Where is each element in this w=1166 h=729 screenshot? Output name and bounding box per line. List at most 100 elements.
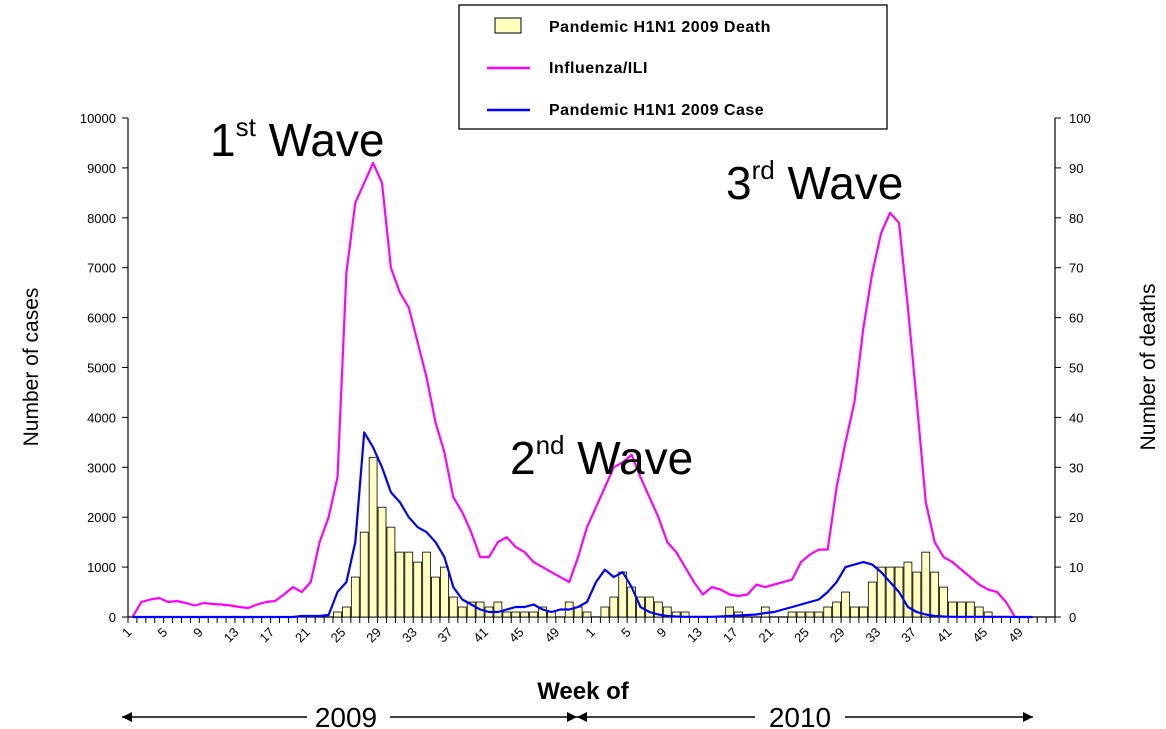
legend-label-death: Pandemic H1N1 2009 Death	[549, 19, 771, 36]
right-tick-label: 60	[1069, 311, 1083, 326]
death-bar	[939, 586, 948, 618]
x-axis-title: Week of	[537, 678, 630, 705]
x-axis-ticks: 1 5 9 13 17 21 25 29 33 37 41 45 49 1 5 9 13 17 21 25 29 33 37…	[119, 617, 1056, 646]
death-bar	[948, 601, 957, 618]
x-tick-label: 9	[654, 625, 670, 641]
right-axis-ticks: 0 10 20 30 40 50 60 70 80 90 100	[1055, 111, 1091, 625]
x-tick-label: 1	[582, 625, 598, 641]
case-line	[132, 431, 1033, 619]
x-tick-label: 13	[221, 625, 242, 646]
death-bar	[823, 606, 833, 618]
death-bar	[609, 596, 619, 618]
death-bar	[502, 611, 512, 618]
right-tick-label: 80	[1069, 211, 1083, 226]
death-bar	[965, 601, 975, 618]
wave-label-2: 2nd Wave	[510, 430, 693, 484]
left-tick-label: 6000	[87, 311, 116, 326]
x-tick-label: 13	[684, 625, 705, 646]
left-axis-ticks: 0 1000 2000 3000 4000 5000 6000 7000 8000 9000 100…	[80, 111, 128, 625]
death-bar	[448, 596, 458, 618]
left-tick-label: 0	[109, 610, 116, 625]
left-axis-title: Number of cases	[20, 288, 43, 447]
death-bar	[885, 566, 895, 618]
x-tick-label: 21	[756, 625, 777, 646]
death-bar	[404, 551, 414, 618]
left-tick-label: 8000	[87, 211, 116, 226]
death-bar	[395, 551, 405, 618]
wave-label-1: 1st Wave	[210, 112, 384, 166]
right-tick-label: 90	[1069, 161, 1083, 176]
left-tick-label: 2000	[87, 510, 116, 525]
death-bar	[386, 526, 396, 618]
death-bar	[368, 456, 378, 618]
legend-box	[458, 4, 888, 130]
legend-label-ili: Influenza/ILI	[549, 60, 648, 77]
x-tick-label: 9	[190, 625, 206, 641]
death-bar	[921, 551, 931, 618]
death-bar	[466, 601, 476, 618]
death-bar	[859, 606, 868, 618]
death-bar	[520, 611, 530, 618]
legend-swatch-death	[494, 17, 522, 34]
death-bar	[457, 606, 467, 618]
right-tick-label: 50	[1069, 361, 1083, 376]
x-tick-label: 37	[435, 625, 456, 646]
death-bar	[440, 566, 449, 618]
death-bar	[538, 606, 547, 618]
left-tick-label: 9000	[87, 161, 116, 176]
right-tick-label: 30	[1069, 460, 1083, 475]
x-tick-label: 49	[542, 625, 563, 646]
death-bar	[333, 611, 342, 618]
death-bar	[974, 606, 984, 618]
death-bar	[787, 611, 797, 618]
x-tick-label: 5	[618, 625, 634, 641]
left-tick-label: 4000	[87, 410, 116, 425]
death-bar	[431, 576, 440, 618]
x-tick-label: 1	[119, 625, 135, 641]
arrow-right-icon	[1023, 712, 1033, 722]
death-bar	[377, 506, 387, 618]
death-bar	[796, 611, 806, 618]
death-bar	[832, 601, 841, 618]
x-tick-label: 25	[328, 625, 349, 646]
death-bar	[582, 611, 592, 618]
left-tick-label: 5000	[87, 361, 116, 376]
death-bar	[876, 566, 886, 618]
right-tick-label: 70	[1069, 261, 1083, 276]
x-tick-label: 29	[827, 625, 848, 646]
x-tick-label: 41	[934, 625, 955, 646]
legend-label-case: Pandemic H1N1 2009 Case	[549, 102, 764, 119]
right-tick-label: 100	[1069, 111, 1091, 126]
arrow-right-icon	[567, 712, 577, 722]
legend: Pandemic H1N1 2009 Death Influenza/ILI P…	[458, 4, 888, 130]
left-tick-label: 1000	[87, 560, 116, 575]
right-tick-label: 0	[1069, 610, 1076, 625]
left-tick-label: 7000	[87, 261, 116, 276]
x-tick-label: 33	[862, 625, 883, 646]
death-bar	[850, 606, 859, 618]
x-tick-label: 5	[155, 625, 171, 641]
death-bar	[805, 611, 815, 618]
x-tick-label: 49	[1005, 625, 1026, 646]
death-bar	[814, 611, 824, 618]
x-tick-label: 21	[292, 625, 313, 646]
death-bar	[653, 601, 663, 618]
death-bar	[903, 561, 913, 618]
x-tick-label: 45	[969, 625, 990, 646]
death-bars	[333, 456, 993, 618]
death-bar	[493, 601, 503, 618]
death-bar	[957, 601, 966, 618]
year-label-2009: 2009	[315, 702, 377, 729]
series-lines	[131, 161, 1033, 619]
wave-label-3: 3rd Wave	[726, 155, 903, 209]
death-bar	[342, 606, 351, 618]
x-tick-label: 37	[898, 625, 919, 646]
death-bar	[912, 571, 922, 618]
x-tick-label: 33	[399, 625, 420, 646]
arrow-left-icon	[577, 712, 587, 722]
death-bar	[841, 591, 850, 618]
death-bar	[645, 596, 654, 618]
arrow-left-icon	[122, 712, 132, 722]
x-tick-label: 41	[470, 625, 491, 646]
